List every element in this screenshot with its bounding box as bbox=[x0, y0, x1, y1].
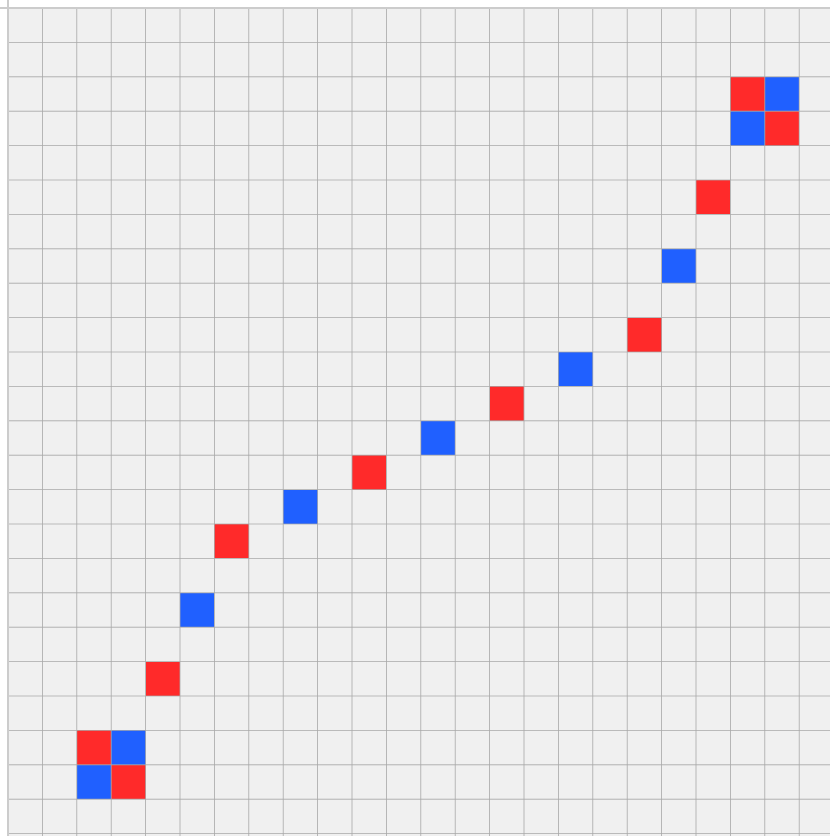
cell bbox=[352, 455, 387, 490]
cell bbox=[627, 317, 662, 352]
cell bbox=[420, 420, 456, 456]
cell bbox=[489, 386, 524, 421]
cell bbox=[111, 764, 146, 800]
cell bbox=[111, 730, 146, 765]
cell bbox=[76, 764, 112, 800]
cell bbox=[145, 661, 180, 696]
cell bbox=[696, 180, 731, 215]
cell bbox=[730, 76, 765, 112]
cell bbox=[283, 489, 318, 524]
cell bbox=[764, 111, 800, 146]
cell bbox=[214, 524, 249, 559]
cell bbox=[661, 248, 696, 284]
board-background bbox=[8, 8, 830, 836]
cell bbox=[558, 352, 593, 387]
cell bbox=[730, 111, 765, 146]
cell bbox=[76, 730, 112, 765]
cell bbox=[180, 592, 215, 628]
cell bbox=[764, 76, 800, 112]
